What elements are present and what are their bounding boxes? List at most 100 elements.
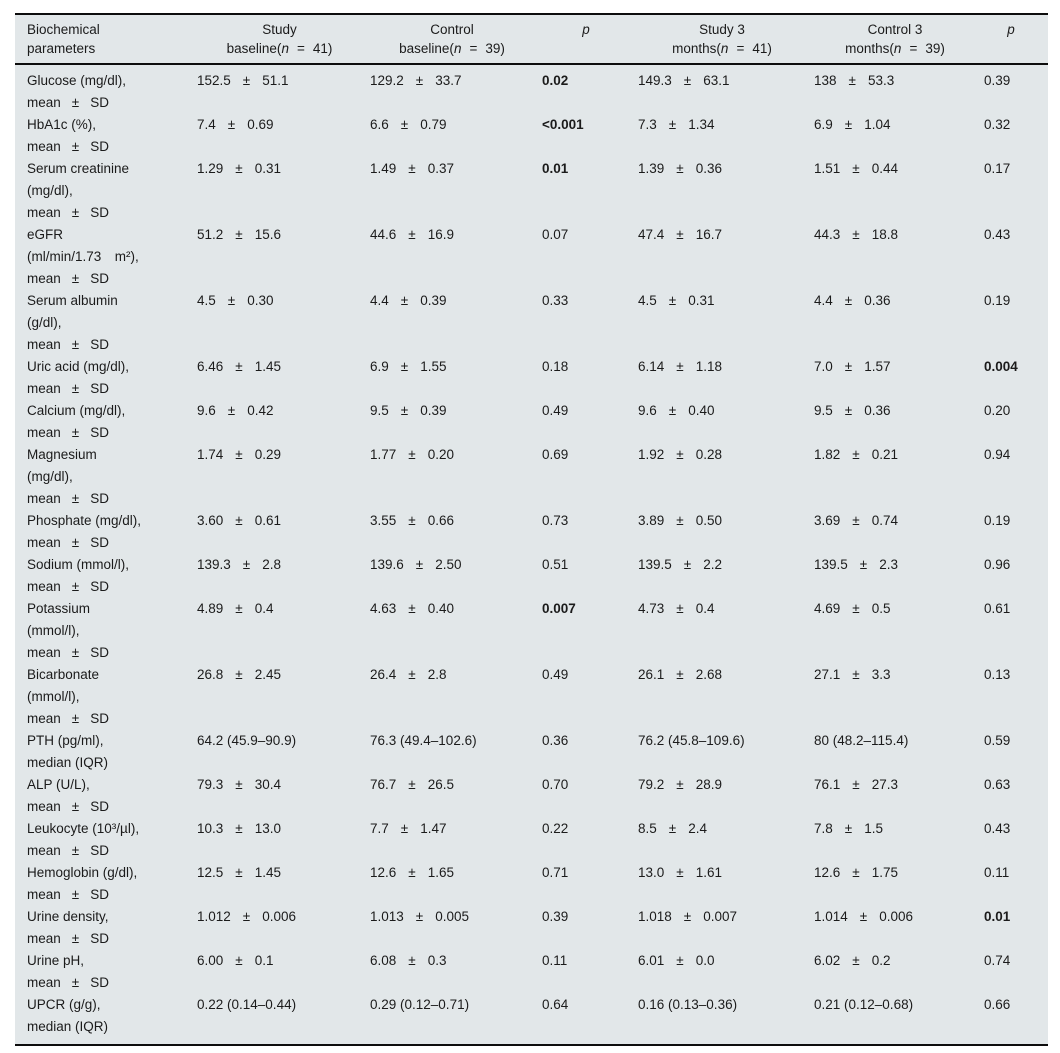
text-line: 3.60 ±0.61 [197, 510, 362, 532]
plus-minus-symbol: ± [400, 821, 409, 836]
mean-sd-value: 152.5 ±51.1 [197, 70, 370, 114]
mean-sd-value: 7.3 ±1.34 [638, 114, 814, 158]
parameter-name: Phosphate (mg/dl), mean ± SD [27, 510, 197, 554]
table-row: HbA1c (%), mean ± SD 7.4 ±0.69 6.6 ±0.79 <0.001 7… [15, 114, 1048, 158]
text-line: 139.6 ±2.50 [370, 554, 534, 576]
header-p-3months: p [1007, 22, 1015, 37]
table-row: Hemoglobin (g/dl), mean ± SD 12.5 ±1.45 12.6 ±1… [15, 862, 1048, 906]
text-line: 6.08 ±0.3 [370, 950, 534, 972]
median-iqr-value: 0.22 (0.14–0.44) [197, 997, 297, 1012]
plus-minus-symbol: ± [71, 887, 80, 902]
plus-minus-symbol: ± [676, 447, 684, 462]
text-line: 1.51 ±0.44 [814, 158, 976, 180]
plus-minus-symbol: ± [676, 227, 684, 242]
text-line: (mmol/l), [27, 689, 80, 704]
plus-minus-symbol: ± [71, 579, 80, 594]
mean-sd-value: 12.6 ±1.75 [814, 862, 984, 906]
parameter-name: Uric acid (mg/dl), mean ± SD [27, 356, 197, 400]
plus-minus-symbol: ± [235, 601, 243, 616]
mean-sd-value: 7.0 ±1.57 [814, 356, 984, 400]
text-line: 7.0 ±1.57 [814, 356, 976, 378]
text-line: 1.39 ±0.36 [638, 158, 806, 180]
parameter-name: Magnesium (mg/dl), mean ± SD [27, 444, 197, 510]
plus-minus-symbol: ± [668, 403, 677, 418]
mean-sd-value: 4.4 ±0.39 [370, 290, 542, 356]
p-value: 0.66 [984, 997, 1011, 1012]
mean-sd-value: 4.73 ±0.4 [638, 598, 814, 664]
mean-sd-value: 12.5 ±1.45 [197, 862, 370, 906]
text-line: (ml/min/1.73 m²), [27, 249, 139, 264]
p-value: 0.13 [984, 667, 1011, 682]
equals-sign: = [296, 41, 305, 56]
text-line: ALP (U/L), [27, 777, 90, 792]
text-line: Serum creatinine [27, 161, 130, 176]
plus-minus-symbol: ± [71, 931, 80, 946]
text-line: 6.00 ±0.1 [197, 950, 362, 972]
text-line: mean ± SD [27, 576, 193, 598]
text-line: 6.01 ±0.0 [638, 950, 806, 972]
parameter-name: Potassium (mmol/l), mean ± SD [27, 598, 197, 664]
p-value: 0.007 [542, 601, 576, 616]
text-line: 6.14 ±1.18 [638, 356, 806, 378]
plus-minus-symbol: ± [415, 73, 424, 88]
plus-minus-symbol: ± [71, 535, 80, 550]
table-row: eGFR (ml/min/1.73 m²), mean ± SD 51.2 ±15.6 44.… [15, 224, 1048, 290]
plus-minus-symbol: ± [400, 403, 409, 418]
text-line: 6.9 ±1.04 [814, 114, 976, 136]
median-iqr-value: 76.3 (49.4–102.6) [370, 733, 477, 748]
p-value: 0.61 [984, 601, 1011, 616]
mean-sd-value: 3.89 ±0.50 [638, 510, 814, 554]
mean-sd-value: 4.89 ±0.4 [197, 598, 370, 664]
plus-minus-symbol: ± [71, 337, 80, 352]
header-p-baseline: p [582, 22, 590, 37]
mean-sd-value: 7.4 ±0.69 [197, 114, 370, 158]
table-row: Phosphate (mg/dl), mean ± SD 3.60 ±0.61 3.55 ±0… [15, 510, 1048, 554]
plus-minus-symbol: ± [71, 95, 80, 110]
plus-minus-symbol: ± [242, 909, 251, 924]
mean-sd-value: 139.5 ±2.3 [814, 554, 984, 598]
header-text-line: Biochemical [27, 22, 100, 37]
text-line: 1.29 ±0.31 [197, 158, 362, 180]
plus-minus-symbol: ± [71, 799, 80, 814]
mean-sd-value: 3.60 ±0.61 [197, 510, 370, 554]
table-header: Biochemical parameters Study baseline(n =… [15, 15, 1048, 65]
header-text-line: parameters [27, 41, 96, 56]
text-line: Urine pH, [27, 953, 85, 968]
text-line: 76.1 ±27.3 [814, 774, 976, 796]
p-value: 0.94 [984, 447, 1011, 462]
p-value: 0.73 [542, 513, 569, 528]
mean-sd-value: 6.08 ±0.3 [370, 950, 542, 994]
n-symbol: n [453, 41, 462, 56]
plus-minus-symbol: ± [852, 601, 860, 616]
p-value: 0.20 [984, 403, 1011, 418]
parameter-name: Serum albumin (g/dl), mean ± SD [27, 290, 197, 356]
mean-sd-value: 76.7 ±26.5 [370, 774, 542, 818]
text-line: Bicarbonate [27, 667, 100, 682]
p-value: 0.64 [542, 997, 569, 1012]
plus-minus-symbol: ± [71, 271, 80, 286]
text-line: Serum albumin [27, 293, 118, 308]
parameter-name: Calcium (mg/dl), mean ± SD [27, 400, 197, 444]
plus-minus-symbol: ± [408, 667, 416, 682]
mean-sd-value: 1.29 ±0.31 [197, 158, 370, 224]
group-n-line: baseline(n = 41) [197, 39, 362, 58]
plus-minus-symbol: ± [415, 909, 424, 924]
plus-minus-symbol: ± [852, 447, 860, 462]
group-n-line: months(n = 41) [638, 39, 806, 58]
mean-sd-value: 9.5 ±0.36 [814, 400, 984, 444]
table-row: Urine pH, mean ± SD 6.00 ±0.1 6.08 ±0.3 0.11 6.01… [15, 950, 1048, 994]
table-row: Calcium (mg/dl), mean ± SD 9.6 ±0.42 9.5 ±0.39 0… [15, 400, 1048, 444]
text-line: 1.018 ±0.007 [638, 906, 806, 928]
parameter-name: Urine density, mean ± SD [27, 906, 197, 950]
text-line: 1.013 ±0.005 [370, 906, 534, 928]
n-symbol: n [893, 41, 902, 56]
text-line: 6.6 ±0.79 [370, 114, 534, 136]
parameter-name: Urine pH, mean ± SD [27, 950, 197, 994]
mean-sd-value: 4.5 ±0.30 [197, 290, 370, 356]
text-line: 44.3 ±18.8 [814, 224, 976, 246]
parameter-name: PTH (pg/ml), median (IQR) [27, 730, 197, 774]
text-line: 7.4 ±0.69 [197, 114, 362, 136]
plus-minus-symbol: ± [235, 513, 243, 528]
text-line: 9.6 ±0.40 [638, 400, 806, 422]
plus-minus-symbol: ± [676, 667, 684, 682]
